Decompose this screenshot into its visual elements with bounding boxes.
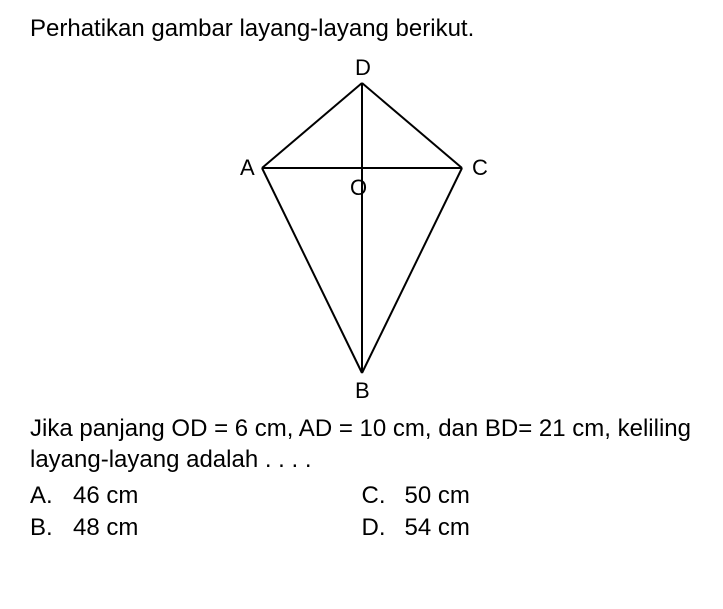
option-B-letter: B. (30, 514, 55, 542)
option-C-text: 50 cm (405, 482, 470, 510)
question-text: Jika panjang OD = 6 cm, AD = 10 cm, dan … (30, 413, 693, 475)
edge-CD (362, 83, 462, 168)
option-B-text: 48 cm (73, 514, 138, 542)
kite-diagram-container: D A C B O (30, 53, 693, 408)
option-C: C. 50 cm (362, 480, 694, 512)
intro-text: Perhatikan gambar layang-layang berikut. (30, 15, 693, 43)
option-B: B. 48 cm (30, 512, 362, 544)
answer-options: A. 46 cm C. 50 cm B. 48 cm D. 54 cm (30, 480, 693, 544)
edge-BC (362, 168, 462, 373)
kite-diagram: D A C B O (192, 53, 532, 408)
option-D: D. 54 cm (362, 512, 694, 544)
option-D-letter: D. (362, 514, 387, 542)
option-D-text: 54 cm (405, 514, 470, 542)
option-A-letter: A. (30, 482, 55, 510)
option-C-letter: C. (362, 482, 387, 510)
label-O: O (350, 175, 367, 200)
label-D: D (355, 55, 371, 80)
edge-AB (262, 168, 362, 373)
label-A: A (240, 155, 255, 180)
option-A-text: 46 cm (73, 482, 138, 510)
label-C: C (472, 155, 488, 180)
edge-DA (262, 83, 362, 168)
label-B: B (355, 378, 370, 403)
option-A: A. 46 cm (30, 480, 362, 512)
